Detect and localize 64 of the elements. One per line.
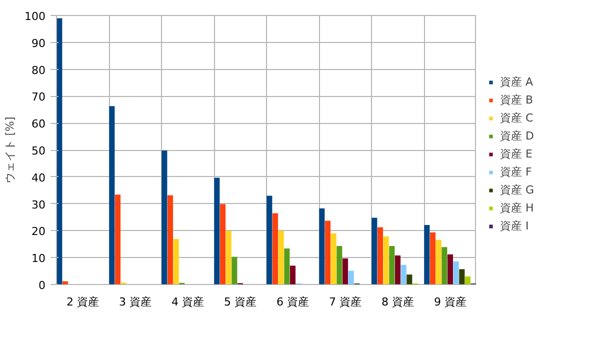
bar (266, 196, 272, 284)
y-tick-label: 100 (24, 10, 46, 23)
bar (336, 246, 342, 284)
x-tick-label: 5 資産 (224, 296, 256, 308)
bar (330, 233, 336, 284)
bar (442, 247, 448, 284)
bar (114, 194, 121, 284)
bar (453, 261, 459, 284)
x-tick-label: 7 資産 (329, 296, 362, 308)
bar (447, 254, 454, 284)
legend-label: 資産 E (500, 146, 532, 161)
bar (167, 195, 174, 284)
x-tick-label: 6 資産 (276, 296, 309, 308)
x-tick-label: 2 資産 (66, 296, 99, 308)
y-tick-label: 80 (32, 64, 46, 77)
bar (342, 258, 348, 284)
bar (424, 225, 430, 284)
x-tick-label: 4 資産 (172, 296, 204, 308)
bar (400, 264, 406, 284)
legend-label: 資産 D (500, 128, 534, 143)
bar (406, 274, 412, 284)
bar (232, 256, 238, 284)
legend-label: 資産 A (500, 74, 534, 89)
y-tick-label: 90 (32, 36, 46, 50)
bar (389, 246, 395, 284)
x-tick-label: 8 資産 (382, 296, 414, 308)
y-tick-label: 30 (32, 198, 46, 212)
bar (319, 208, 325, 284)
bar (372, 218, 378, 284)
bar (162, 150, 168, 284)
bar (226, 230, 232, 284)
bar (324, 220, 331, 284)
bar (214, 178, 220, 284)
legend-label: 資産 H (500, 200, 534, 215)
y-tick-label: 20 (32, 225, 46, 238)
legend-label: 資産 G (500, 182, 534, 197)
y-tick-label: 60 (32, 118, 46, 131)
bar (284, 248, 290, 284)
bar (220, 204, 226, 284)
bar (348, 270, 354, 284)
bar (272, 213, 278, 284)
bar (430, 232, 436, 284)
y-axis-title: ウェイト [%] (4, 116, 17, 184)
legend-label: 資産 I (500, 218, 529, 233)
bar (173, 239, 179, 284)
y-tick-label: 40 (32, 171, 46, 184)
bar (436, 240, 442, 284)
bar (394, 255, 401, 284)
y-tick-label: 10 (32, 252, 46, 266)
legend-label: 資産 C (500, 110, 534, 125)
bar (377, 227, 384, 284)
legend-label: 資産 B (500, 92, 534, 107)
x-tick-label: 9 資産 (434, 296, 466, 308)
y-tick-label: 70 (32, 90, 46, 104)
bar (290, 266, 296, 284)
y-tick-label: 50 (32, 144, 46, 158)
bar (464, 276, 471, 284)
bar (109, 106, 115, 284)
legend-label: 資産 F (500, 164, 532, 179)
x-tick-label: 3 資産 (119, 296, 152, 308)
bar (383, 236, 389, 284)
bar (459, 269, 465, 284)
y-tick-label: 0 (38, 279, 46, 292)
bar (278, 230, 284, 284)
